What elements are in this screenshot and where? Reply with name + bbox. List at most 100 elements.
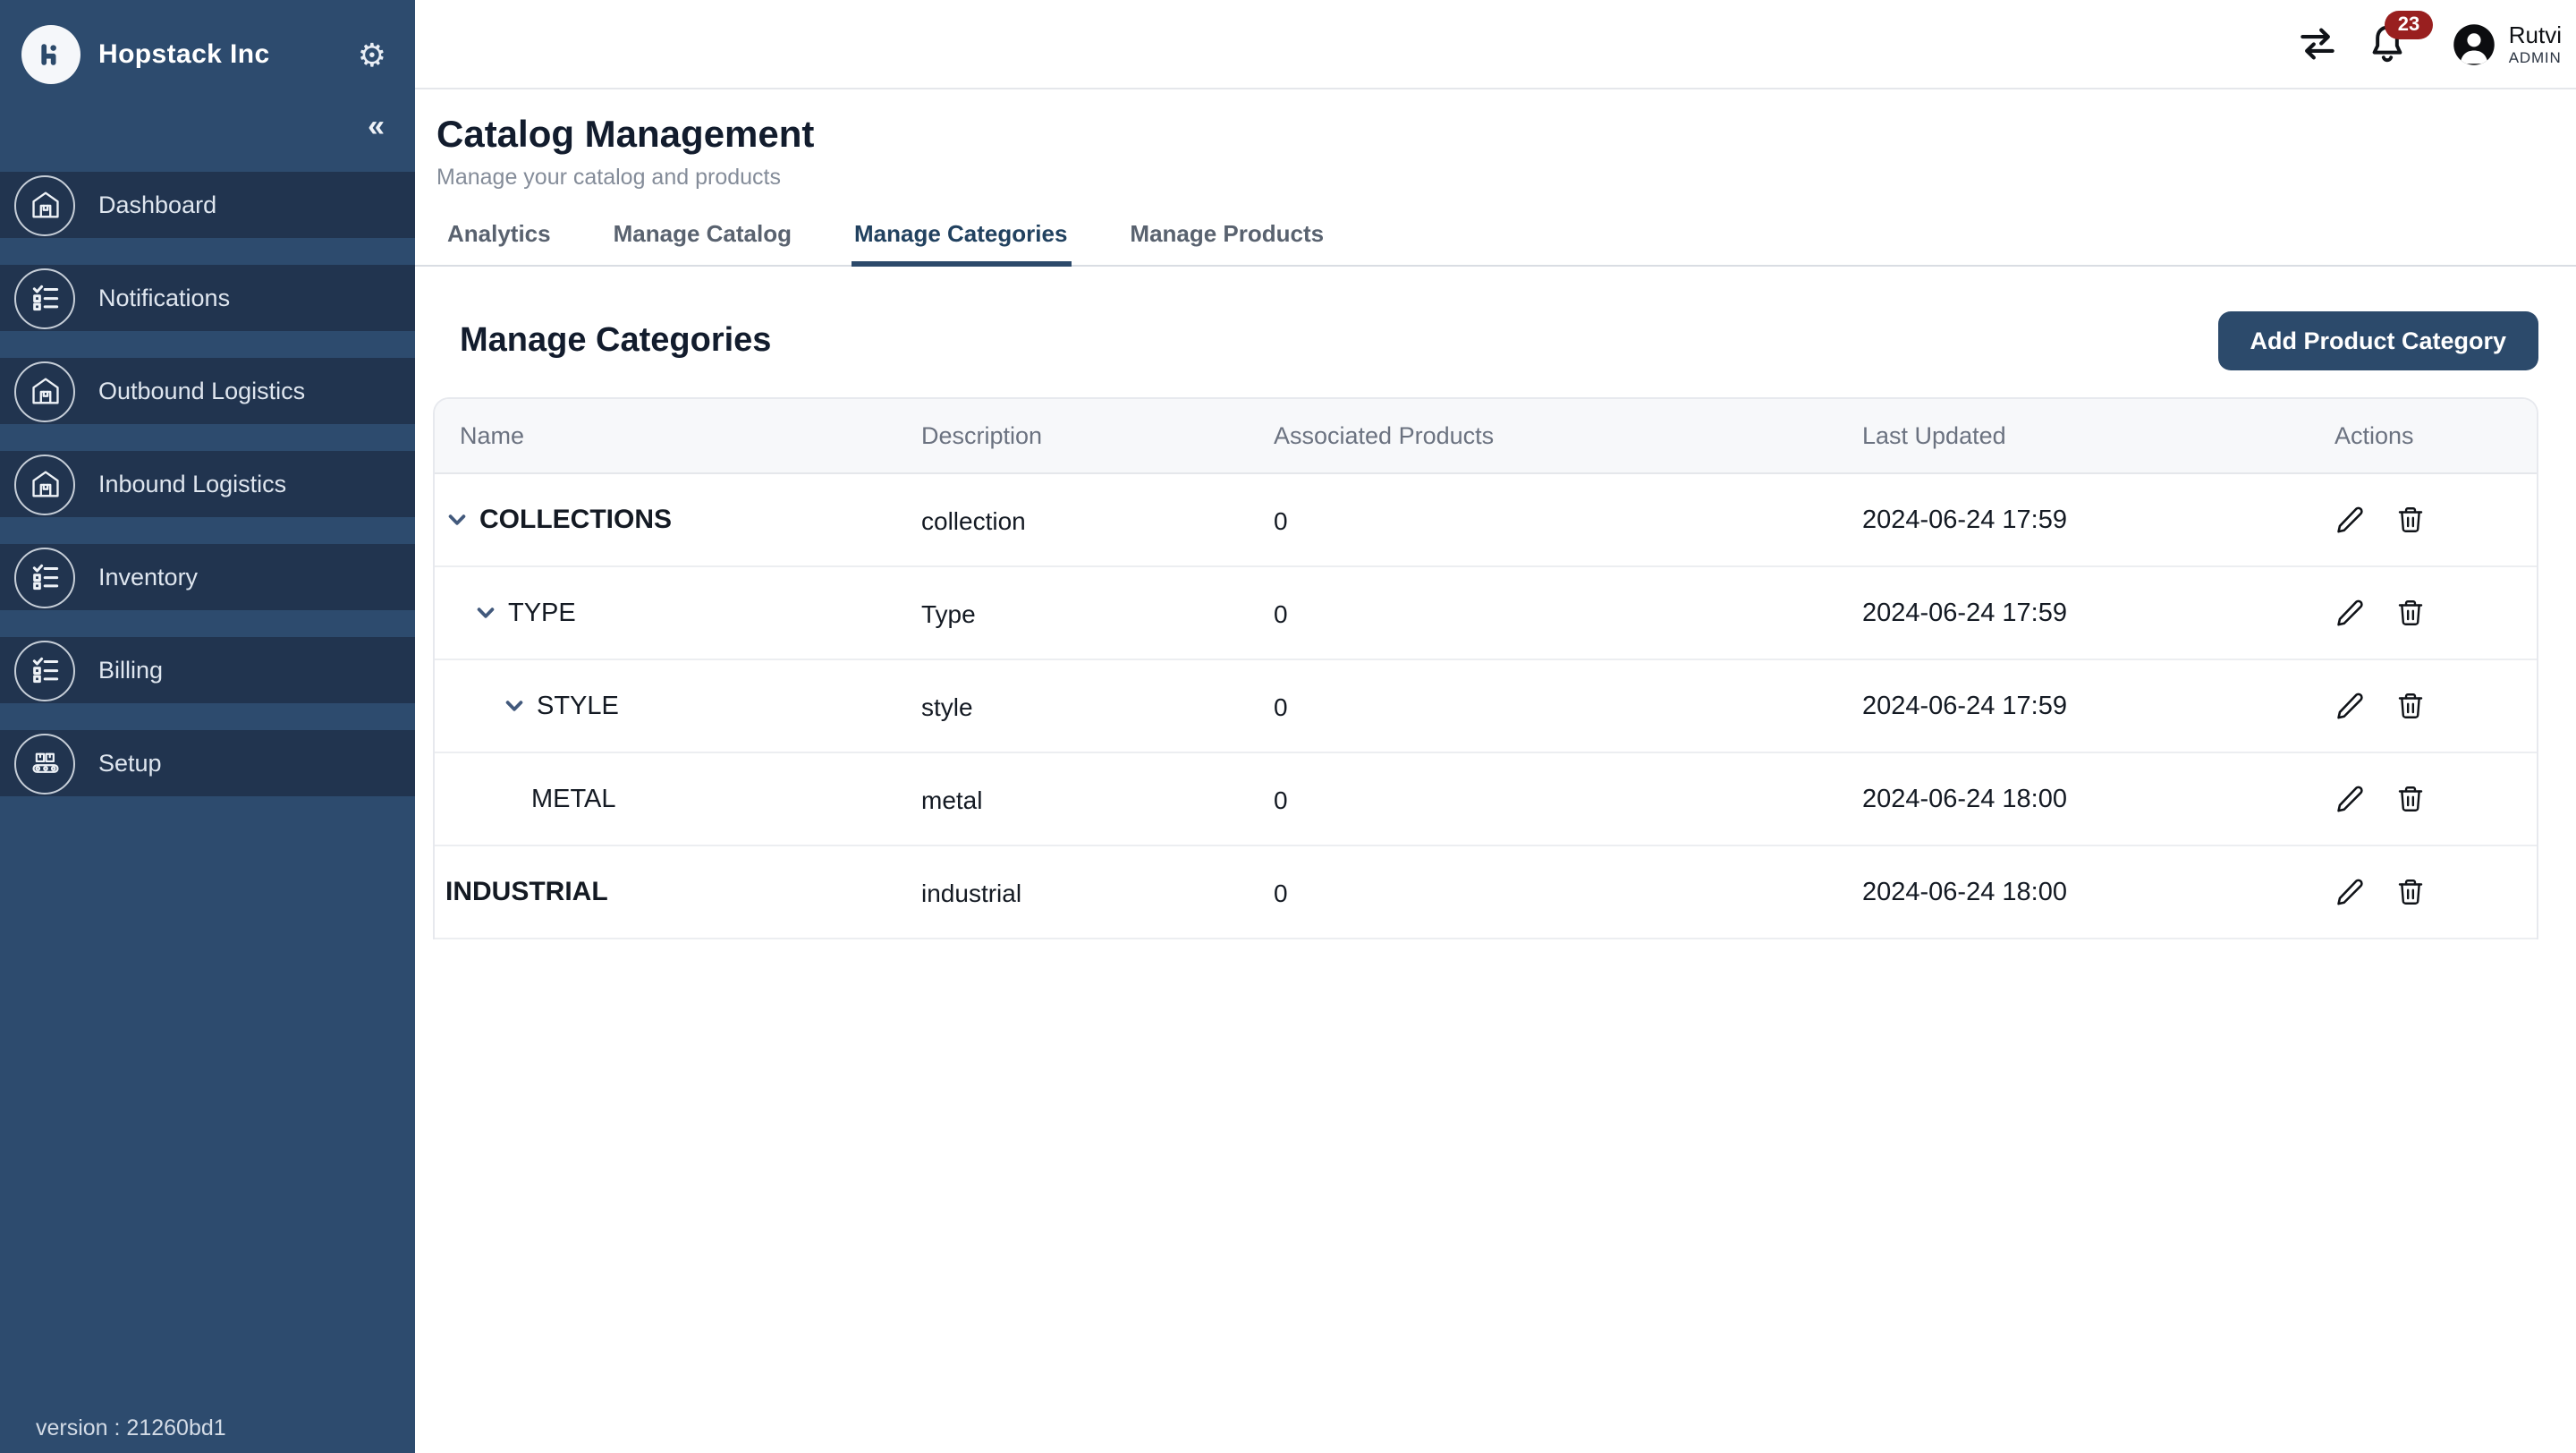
warehouse-icon: [14, 174, 75, 235]
topbar: 23 Rutvi ADMIN: [415, 0, 2576, 89]
edit-icon[interactable]: [2334, 505, 2365, 535]
category-description: Type: [921, 599, 976, 627]
category-description: industrial: [921, 878, 1022, 906]
table-row-collections: COLLECTIONS collection 0 2024-06-24 17:5…: [435, 474, 2537, 567]
main-area: 23 Rutvi ADMIN: [415, 0, 2576, 1453]
category-name: COLLECTIONS: [479, 505, 672, 535]
sidebar-collapse-row: «: [0, 84, 415, 156]
sidebar-header: Hopstack Inc ⚙: [0, 0, 415, 84]
sidebar-item-outbound-logistics[interactable]: Outbound Logistics: [0, 358, 415, 424]
category-name-cell: METAL: [435, 785, 900, 813]
row-actions: [2306, 784, 2537, 814]
edit-icon[interactable]: [2334, 691, 2365, 721]
tab-manage-products[interactable]: Manage Products: [1126, 220, 1327, 265]
sidebar-item-label: Inbound Logistics: [98, 471, 287, 497]
column-header-description: Description: [921, 422, 1043, 449]
last-updated-value: 2024-06-24 18:00: [1862, 878, 2067, 906]
chevron-down-icon[interactable]: [474, 601, 497, 625]
last-updated-value: 2024-06-24 17:59: [1862, 599, 2067, 627]
checklist-icon: [14, 547, 75, 608]
sidebar-item-inventory[interactable]: Inventory: [0, 544, 415, 610]
user-name: Rutvi: [2508, 21, 2562, 47]
sidebar-item-label: Dashboard: [98, 191, 217, 218]
tab-analytics[interactable]: Analytics: [444, 220, 555, 265]
column-header-actions: Actions: [2334, 422, 2414, 449]
last-updated-value: 2024-06-24 17:59: [1862, 692, 2067, 720]
gear-icon[interactable]: ⚙: [354, 38, 390, 71]
category-description: metal: [921, 785, 983, 813]
chevron-down-icon[interactable]: [445, 508, 469, 531]
table-header-row: Name Description Associated Products Las…: [435, 399, 2537, 474]
delete-icon[interactable]: [2395, 598, 2426, 628]
column-header-associated-products: Associated Products: [1274, 422, 1495, 449]
checklist-icon: [14, 268, 75, 328]
collapse-sidebar-icon[interactable]: «: [368, 109, 385, 143]
page-subtitle: Manage your catalog and products: [436, 165, 781, 190]
category-name-cell: STYLE: [435, 692, 900, 720]
delete-icon[interactable]: [2395, 877, 2426, 907]
edit-icon[interactable]: [2334, 877, 2365, 907]
associated-products-count: 0: [1274, 599, 1288, 627]
section-title: Manage Categories: [460, 321, 772, 359]
notification-count-badge: 23: [2385, 11, 2433, 39]
categories-table: Name Description Associated Products Las…: [433, 397, 2538, 939]
category-name: INDUSTRIAL: [445, 877, 608, 907]
row-actions: [2306, 691, 2537, 721]
delete-icon[interactable]: [2395, 784, 2426, 814]
section-header: Manage Categories Add Product Category: [460, 311, 2538, 370]
category-description: collection: [921, 506, 1026, 534]
sidebar: Hopstack Inc ⚙ « Dashboard Notifications…: [0, 0, 415, 1453]
sidebar-item-label: Notifications: [98, 285, 231, 311]
table-row-style: STYLE style 0 2024-06-24 17:59: [435, 660, 2537, 753]
edit-icon[interactable]: [2334, 598, 2365, 628]
version-label: version : 21260bd1: [36, 1415, 226, 1440]
sidebar-item-dashboard[interactable]: Dashboard: [0, 172, 415, 238]
add-product-category-button[interactable]: Add Product Category: [2217, 311, 2538, 370]
category-name-cell: COLLECTIONS: [435, 505, 900, 535]
delete-icon[interactable]: [2395, 505, 2426, 535]
warehouse-icon: [14, 454, 75, 514]
associated-products-count: 0: [1274, 506, 1288, 534]
hopstack-logo-icon: [21, 25, 80, 84]
warehouse-icon: [14, 361, 75, 421]
user-role: ADMIN: [2508, 47, 2562, 65]
table-body: COLLECTIONS collection 0 2024-06-24 17:5…: [435, 474, 2537, 939]
notifications-bell-wrap: 23: [2366, 11, 2433, 66]
category-description: style: [921, 692, 973, 720]
switch-warehouse-icon[interactable]: [2296, 21, 2341, 66]
row-actions: [2306, 505, 2537, 535]
last-updated-value: 2024-06-24 18:00: [1862, 785, 2067, 813]
sidebar-menu: Dashboard Notifications Outbound Logisti…: [0, 172, 415, 796]
column-header-name: Name: [460, 422, 525, 449]
sidebar-item-billing[interactable]: Billing: [0, 637, 415, 703]
page-title: Catalog Management: [436, 115, 815, 156]
tab-manage-categories[interactable]: Manage Categories: [851, 220, 1072, 267]
sidebar-item-notifications[interactable]: Notifications: [0, 265, 415, 331]
user-meta: Rutvi ADMIN: [2509, 21, 2562, 67]
row-actions: [2306, 877, 2537, 907]
sidebar-item-label: Setup: [98, 750, 162, 777]
user-menu[interactable]: Rutvi ADMIN: [2452, 21, 2562, 67]
tab-manage-catalog[interactable]: Manage Catalog: [610, 220, 795, 265]
sidebar-item-label: Billing: [98, 657, 164, 684]
last-updated-value: 2024-06-24 17:59: [1862, 506, 2067, 534]
associated-products-count: 0: [1274, 692, 1288, 720]
sidebar-item-setup[interactable]: Setup: [0, 730, 415, 796]
sidebar-item-label: Inventory: [98, 564, 199, 591]
page-head: Catalog Management Manage your catalog a…: [436, 113, 2576, 190]
category-name-cell: TYPE: [435, 599, 900, 627]
avatar-icon: [2452, 21, 2498, 67]
edit-icon[interactable]: [2334, 784, 2365, 814]
conveyor-icon: [14, 733, 75, 794]
delete-icon[interactable]: [2395, 691, 2426, 721]
table-row-metal: METAL metal 0 2024-06-24 18:00: [435, 753, 2537, 846]
chevron-down-icon[interactable]: [503, 694, 526, 718]
sidebar-item-label: Outbound Logistics: [98, 378, 306, 404]
company-name: Hopstack Inc: [98, 39, 270, 70]
row-actions: [2306, 598, 2537, 628]
sidebar-item-inbound-logistics[interactable]: Inbound Logistics: [0, 451, 415, 517]
tab-bar: Analytics Manage Catalog Manage Categori…: [415, 220, 2576, 267]
associated-products-count: 0: [1274, 785, 1288, 813]
category-name-cell: INDUSTRIAL: [435, 877, 900, 907]
